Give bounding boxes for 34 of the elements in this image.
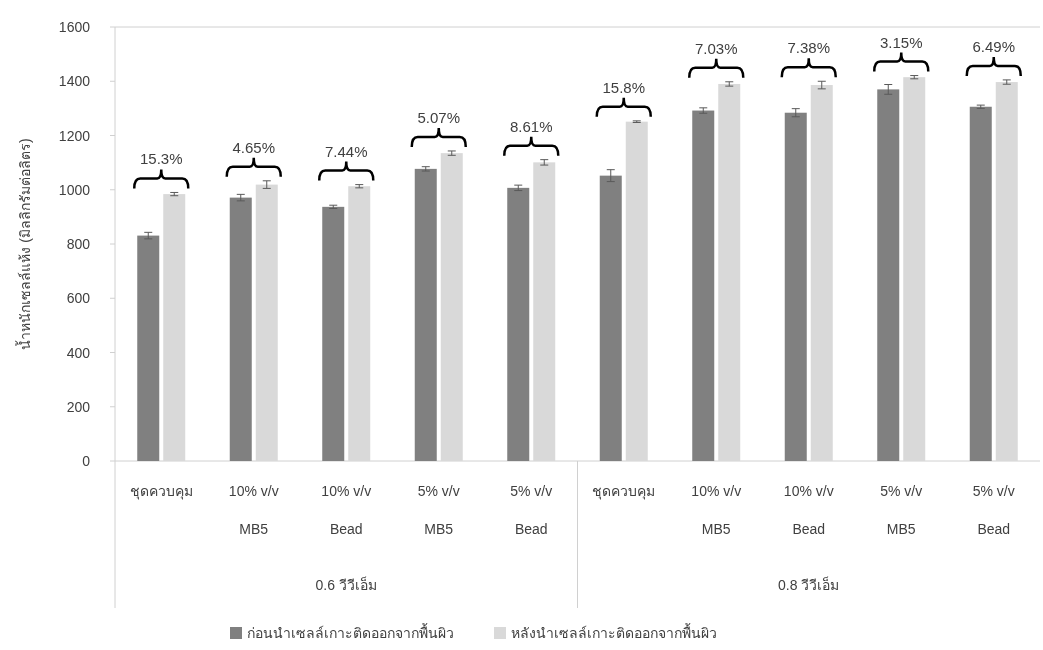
y-tick-label: 200 [66,398,91,415]
y-tick-label: 600 [66,290,91,307]
category-label: 5% v/v Bead [972,483,1015,537]
annotation: 7.38% [787,39,831,57]
y-tick-label: 0 [82,453,91,469]
y-tick-label: 1000 [58,181,91,198]
y-tick-label: 1400 [58,73,91,90]
annotation: 4.65% [232,138,276,156]
annotation: 3.15% [879,33,923,51]
category-label: 5% v/v MB5 [880,483,923,537]
text: 0.6 วีวีเอ็ม [315,576,377,593]
category-label: 10% v/v MB5 [228,483,279,537]
annotation: 7.44% [324,142,368,160]
category-label: 5% v/v Bead [510,483,553,537]
legend-label: หลังนำเซลล์เกาะติดออกจากพื้นผิว [511,623,717,641]
category-label: 10% v/v MB5 [691,483,742,537]
y-tick-label: 1200 [58,127,91,144]
category-label: 10% v/v Bead [783,483,834,537]
category-label: 10% v/v Bead [321,483,372,537]
y-axis-title: น้ำหนักเซลล์แห้ง (มิลลิกรัมต่อลิตร) [15,138,33,350]
legend-label: ก่อนนำเซลล์เกาะติดออกจากพื้นผิว [247,623,454,641]
annotation: 6.49% [972,37,1016,55]
annotation: 7.03% [694,39,738,57]
y-tick-label: 1600 [58,19,91,35]
x-tick-label: ชุดควบคุม [129,483,193,500]
annotation: 15.3% [139,150,183,168]
x-tick-label: ชุดควบคุม [592,483,656,500]
annotation: 5.07% [417,108,461,126]
annotation: 8.61% [509,117,553,135]
y-tick-label: 400 [66,344,91,361]
y-tick-label: 800 [66,236,91,252]
category-label: 5% v/v MB5 [417,483,460,537]
annotation: 15.8% [602,78,646,96]
text: 0.8 วีวีเอ็ม [778,576,840,593]
